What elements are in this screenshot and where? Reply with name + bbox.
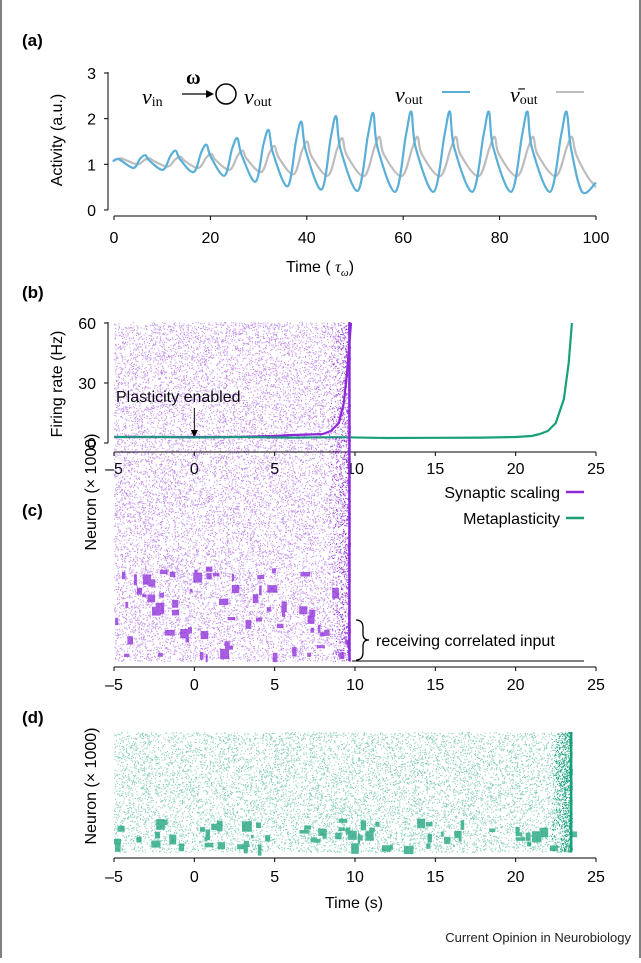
panel-d-xtick-label: 25: [587, 869, 605, 886]
panel-d-ylabel: Neuron (× 1000): [83, 728, 100, 845]
panel-c-ylabel: Neuron (× 1000): [83, 434, 100, 551]
panel-d-xtick-label: –5: [105, 869, 123, 886]
inset-input-label: νin: [142, 84, 163, 110]
panel-b: Firing rate (Hz) Synaptic scaling Metapl…: [49, 331, 584, 528]
panel-b-xtick-label: 15: [426, 461, 444, 478]
panel-d-correlated-bursts: [114, 818, 578, 856]
inset-neuron-diagram: νin ω νout: [142, 67, 272, 110]
panel-d-xlabel: Time (s): [325, 895, 383, 912]
series-metaplasticity-line: [114, 322, 573, 440]
neuron-circle: [215, 83, 237, 105]
legend-nu-out: νout: [395, 82, 423, 108]
panel-d-xtick-label: 5: [270, 869, 279, 886]
panel-b-xtick-label: 0: [190, 461, 199, 478]
plasticity-enabled-label: Plasticity enabled: [116, 389, 241, 406]
panel-c-xtick-label: 10: [346, 677, 364, 694]
panel-d-raster-spikes: [114, 732, 573, 853]
legend-synaptic-scaling: Synaptic scaling: [444, 485, 560, 502]
panel-d: Neuron (× 1000) Time (s): [83, 728, 383, 912]
panel-label-d: (d): [22, 708, 44, 727]
panel-d-raster: [114, 732, 578, 856]
panel-c-raster-edge: [348, 322, 351, 661]
panel-a-ytick-label: 0: [87, 203, 96, 220]
panel-label-b: (b): [22, 283, 44, 302]
series-nu-bar-out-line: [113, 135, 597, 188]
correlated-brace: [355, 619, 370, 661]
panel-a-legend: νout ν̄out: [395, 82, 584, 108]
series-nu-out-line: [112, 110, 597, 195]
credit-line: Current Opinion in Neurobiology: [445, 930, 631, 945]
legend-nu-bar-out: ν̄out: [510, 82, 538, 108]
panel-d-xtick-label: 10: [346, 869, 364, 886]
panel-c-xtick-label: 5: [270, 677, 279, 694]
panel-a-xtick-label: 20: [202, 230, 220, 247]
panel-a-xtick-label: 100: [583, 230, 610, 247]
panel-c-xtick-label: 25: [587, 677, 605, 694]
correlated-input-label: receiving correlated input: [376, 633, 555, 650]
panel-a-xtick-label: 40: [298, 230, 316, 247]
inset-output-label: νout: [244, 84, 272, 110]
panel-a-xtick-label: 80: [491, 230, 509, 247]
panel-c: Neuron (× 1000) receiving correlated inp…: [83, 434, 584, 662]
panel-b-ylabel: Firing rate (Hz): [49, 331, 66, 438]
panel-c-correlated-bursts: [115, 566, 350, 663]
inset-weight-label: ω: [186, 67, 201, 89]
panel-a-ytick-label: 3: [87, 66, 96, 83]
panel-c-xtick-label: 15: [426, 677, 444, 694]
panel-b-xtick-label: 25: [587, 461, 605, 478]
panel-a-xtick-label: 0: [110, 230, 119, 247]
panel-d-xtick-label: 20: [507, 869, 525, 886]
panel-c-raster-dense: [329, 323, 352, 662]
panel-a-xtick-label: 60: [394, 230, 412, 247]
panel-a-ylabel: Activity (a.u.): [49, 94, 66, 186]
panel-a: Activity (a.u.) Time ( τω) νin ω νout νo…: [49, 67, 584, 279]
panel-d-raster-edge: [569, 732, 573, 852]
panel-c-xtick-label: 20: [507, 677, 525, 694]
legend-metaplasticity: Metaplasticity: [463, 511, 560, 528]
panel-a-xlabel: Time ( τω): [286, 259, 354, 279]
panel-d-xtick-label: 15: [426, 869, 444, 886]
panel-b-ytick-label: 30: [78, 376, 96, 393]
panel-d-raster-dense: [551, 732, 573, 853]
panel-a-ytick-label: 2: [87, 112, 96, 129]
panel-c-raster: [114, 322, 352, 663]
panel-label-c: (c): [22, 501, 43, 520]
panel-c-xtick-label: 0: [190, 677, 199, 694]
panel-d-xtick-label: 0: [190, 869, 199, 886]
panel-b-xtick-label: 5: [270, 461, 279, 478]
panel-c-raster-spikes: [114, 322, 352, 662]
plasticity-enabled-arrowhead: [190, 430, 198, 438]
panel-c-xtick-label: –5: [105, 677, 123, 694]
panel-b-ytick-label: 0: [87, 436, 96, 453]
panel-a-ytick-label: 1: [87, 157, 96, 174]
panel-b-xtick-label: 20: [507, 461, 525, 478]
panel-label-a: (a): [22, 31, 43, 50]
panel-b-ytick-label: 60: [78, 316, 96, 333]
